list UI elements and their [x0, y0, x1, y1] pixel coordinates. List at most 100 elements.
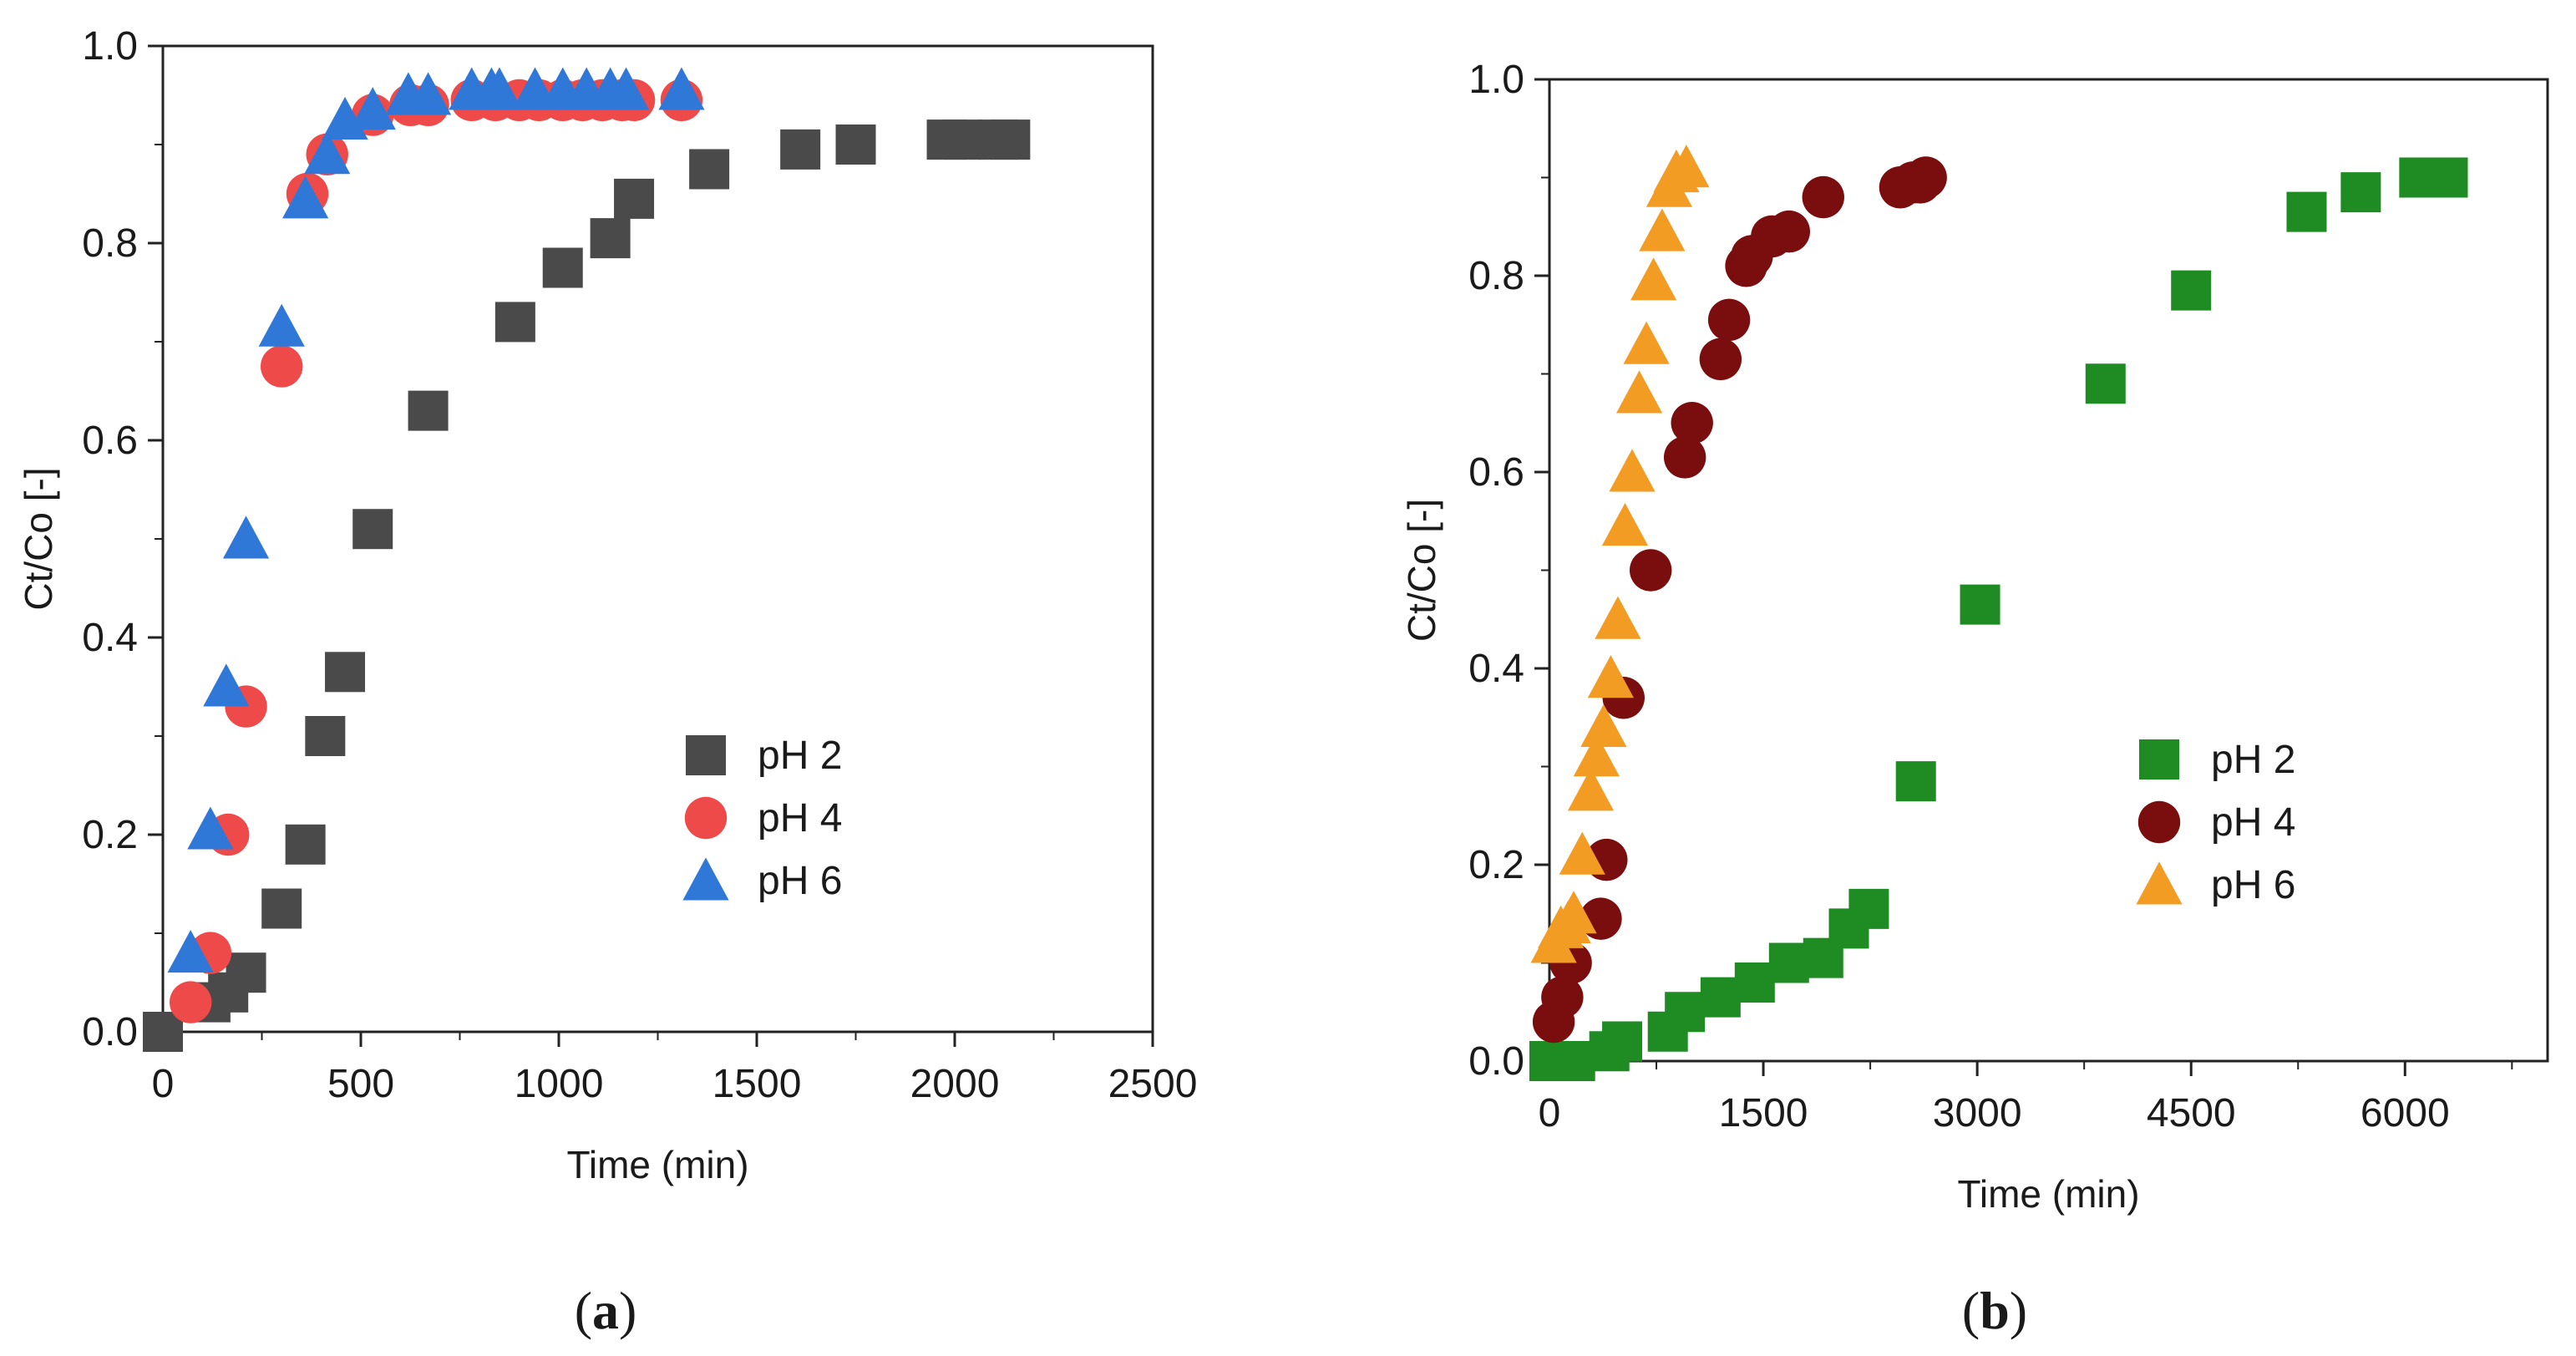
legend: pH 2 pH 4 pH 6	[2136, 738, 2295, 907]
x-axis-label: Time (min)	[566, 1143, 748, 1186]
x-tick-label: 0	[152, 1062, 175, 1106]
data-point	[1541, 976, 1584, 1018]
data-point	[1602, 1021, 1643, 1062]
legend-item: pH 2	[686, 734, 842, 778]
data-point	[1665, 992, 1706, 1033]
data-point	[285, 824, 326, 865]
data-point	[261, 888, 302, 929]
data-point	[167, 930, 214, 973]
data-point	[2427, 157, 2468, 198]
legend-label: pH 4	[2211, 800, 2295, 845]
x-tick-label: 6000	[2360, 1091, 2450, 1135]
data-point	[1663, 436, 1706, 479]
data-point	[1700, 977, 1741, 1018]
data-point	[835, 124, 876, 165]
x-tick-label: 0	[1539, 1091, 1561, 1135]
panel-caption-a-letter: a	[592, 1281, 619, 1340]
y-tick-label: 0.2	[1468, 843, 1524, 887]
data-point	[614, 178, 655, 219]
data-point	[476, 67, 523, 110]
legend-label: pH 2	[758, 734, 842, 778]
legend: pH 2 pH 4 pH 6	[682, 734, 842, 903]
data-point	[261, 345, 303, 388]
data-point	[1960, 584, 2000, 625]
data-point	[1573, 734, 1620, 777]
data-point	[408, 390, 449, 431]
legend-label: pH 6	[2211, 863, 2295, 907]
data-point	[282, 175, 329, 219]
legend-item: pH 2	[2139, 738, 2295, 782]
data-points	[1529, 145, 2468, 1081]
data-point	[226, 952, 266, 993]
series-ph-2	[143, 119, 1031, 1052]
series-ph-6	[167, 67, 705, 973]
data-point	[349, 87, 396, 130]
data-point	[1601, 503, 1649, 546]
series-ph-2	[1529, 157, 2468, 1081]
y-tick-label: 0.8	[1468, 254, 1524, 298]
legend-label: pH 4	[758, 796, 842, 841]
data-point	[2340, 172, 2381, 213]
y-tick-label: 0.2	[82, 813, 138, 857]
data-point	[1663, 145, 1710, 188]
series-ph-6	[1530, 145, 1710, 963]
data-point	[2171, 270, 2212, 311]
y-tick-label: 0.6	[1468, 450, 1524, 495]
data-point	[143, 1012, 183, 1052]
axis-ticks: 0 1500 3000 4500 6000 0.0 0.2 0.4 0.6 0.8 1.0	[1468, 58, 2513, 1135]
data-point	[404, 72, 452, 115]
legend-item: pH 4	[2137, 800, 2295, 845]
data-point	[169, 981, 212, 1023]
plot-area-frame	[1548, 78, 2549, 1063]
data-point	[590, 218, 631, 259]
panel-caption-a: (a)	[575, 1281, 637, 1340]
data-point	[1595, 596, 1641, 639]
data-point	[1580, 703, 1627, 747]
chart-panel-a: 0 500 1000 1500 2000 2500 0.0 0.2 0.4 0.6 0.8 1.0 T…	[17, 24, 1197, 1186]
x-tick-label: 4500	[2147, 1091, 2236, 1135]
data-point	[352, 509, 393, 550]
legend-marker	[2136, 861, 2183, 905]
legend-item: pH 4	[684, 796, 842, 841]
x-tick-label: 1500	[712, 1062, 802, 1106]
x-tick-label: 3000	[1933, 1091, 2022, 1135]
y-tick-label: 0.0	[1468, 1039, 1524, 1084]
y-axis-label: Ct/Co [-]	[17, 467, 60, 610]
y-tick-label: 0.4	[1468, 647, 1524, 691]
data-point	[990, 119, 1031, 160]
data-point	[1559, 831, 1605, 875]
data-point	[689, 149, 730, 190]
data-point	[1609, 449, 1656, 492]
data-point	[1699, 338, 1742, 381]
data-point	[2286, 191, 2327, 232]
data-point	[1639, 208, 1686, 251]
x-tick-label: 2000	[910, 1062, 1000, 1106]
data-point	[304, 131, 351, 175]
data-point	[942, 119, 983, 160]
data-point	[1904, 156, 1947, 199]
data-point	[658, 67, 705, 110]
legend-marker	[684, 796, 728, 840]
y-tick-label: 0.4	[82, 616, 138, 660]
panel-caption-b: (b)	[1962, 1281, 2027, 1340]
data-point	[1802, 175, 1844, 219]
axis-ticks: 0 500 1000 1500 2000 2500 0.0 0.2 0.4 0.6 0.8 1.0	[82, 24, 1197, 1106]
y-tick-label: 0.6	[82, 419, 138, 463]
legend-item: pH 6	[682, 857, 842, 903]
panel-caption-b-letter: b	[1980, 1281, 2010, 1340]
data-point	[305, 716, 346, 756]
chart-panel-b: 0 1500 3000 4500 6000 0.0 0.2 0.4 0.6 0.8 1.0 Time…	[1400, 58, 2549, 1216]
x-tick-label: 2500	[1108, 1062, 1198, 1106]
data-point	[1630, 257, 1677, 301]
x-axis-label: Time (min)	[1957, 1172, 2139, 1216]
legend-marker	[2137, 800, 2181, 844]
y-tick-label: 0.0	[82, 1010, 138, 1054]
data-point	[325, 652, 366, 693]
data-point	[780, 129, 821, 170]
data-point	[494, 302, 535, 343]
data-point	[1623, 321, 1670, 364]
y-tick-label: 1.0	[82, 24, 138, 69]
data-point	[602, 67, 650, 110]
data-point	[1671, 402, 1713, 444]
